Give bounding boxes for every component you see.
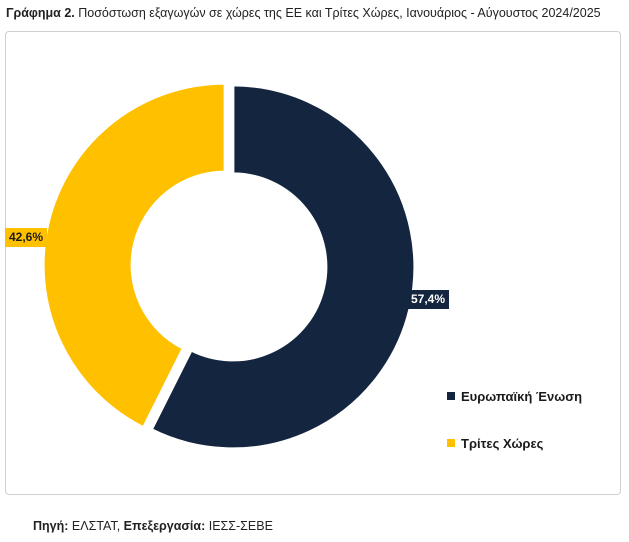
data-label-third-countries: 42,6% (5, 228, 48, 247)
slice-third-countries (41, 81, 227, 430)
processing-value: ΙΕΣΣ-ΣΕΒΕ (208, 519, 273, 533)
legend-item-eu: Ευρωπαϊκή Ένωση (447, 389, 582, 404)
legend-label-third-countries: Τρίτες Χώρες (461, 436, 544, 451)
slice-eu (149, 83, 417, 451)
legend-label-eu: Ευρωπαϊκή Ένωση (461, 389, 583, 404)
source-value: ΕΛΣΤΑΤ, (71, 519, 121, 533)
source-note: Πηγή: ΕΛΣΤΑΤ, Επεξεργασία: ΙΕΣΣ-ΣΕΒΕ (33, 519, 273, 533)
data-label-eu: 57,4% (407, 290, 450, 309)
chart-title-prefix: Γράφημα 2. (6, 6, 75, 20)
chart-title: Γράφημα 2. Ποσόστωση εξαγωγών σε χώρες τ… (6, 6, 626, 20)
chart-title-text: Ποσόστωση εξαγωγών σε χώρες της ΕΕ και Τ… (78, 6, 601, 20)
processing-label: Επεξεργασία: (123, 519, 206, 533)
legend-swatch-eu (447, 392, 455, 400)
legend-item-third-countries: Τρίτες Χώρες (447, 436, 543, 451)
legend-swatch-third-countries (447, 439, 455, 447)
source-label: Πηγή: (33, 519, 69, 533)
